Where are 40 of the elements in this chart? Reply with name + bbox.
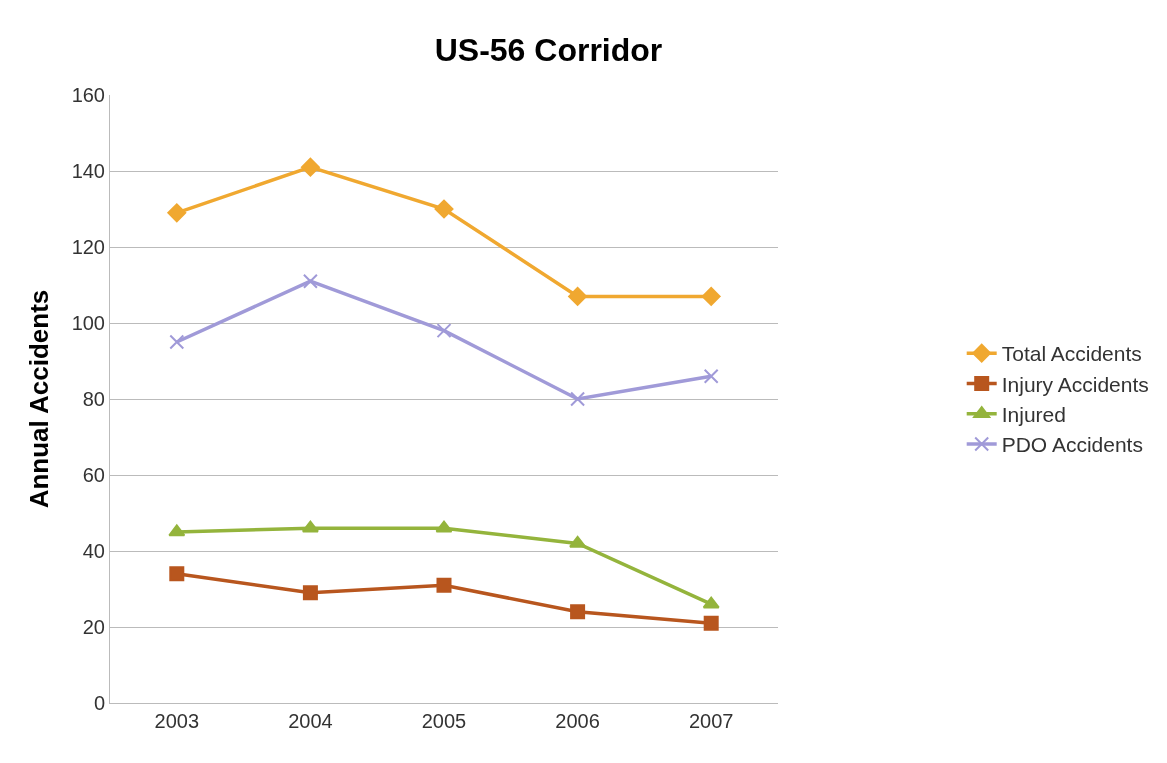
point xyxy=(302,585,318,601)
chart-title: US-56 Corridor xyxy=(434,31,663,68)
y-axis-title: Annual Accidents xyxy=(24,289,55,509)
point xyxy=(701,286,721,306)
point xyxy=(169,566,185,582)
point xyxy=(300,157,320,177)
point xyxy=(168,524,186,537)
legend-label: Injured xyxy=(1001,402,1066,426)
point xyxy=(569,535,587,548)
point xyxy=(703,368,719,384)
legend-label: Injury Accidents xyxy=(1001,372,1149,396)
point xyxy=(702,596,720,609)
y-tick-label: 120 xyxy=(71,236,105,258)
point xyxy=(436,323,452,339)
x-tick-label: 2005 xyxy=(421,710,467,732)
point xyxy=(570,391,586,407)
y-tick-label: 40 xyxy=(82,540,105,562)
y-tick-label: 0 xyxy=(93,692,105,714)
point xyxy=(167,203,187,223)
y-tick-label: 160 xyxy=(71,84,105,106)
y-tick-label: 60 xyxy=(82,464,105,486)
legend-label: PDO Accidents xyxy=(1001,433,1143,457)
y-tick-label: 80 xyxy=(82,388,105,410)
point xyxy=(568,286,588,306)
point xyxy=(435,520,453,533)
point xyxy=(301,520,319,533)
x-tick-label: 2003 xyxy=(154,710,200,732)
point xyxy=(302,273,318,289)
x-tick-label: 2007 xyxy=(688,710,734,732)
x-tick-label: 2004 xyxy=(288,710,333,732)
point xyxy=(570,604,586,620)
y-tick-label: 20 xyxy=(82,616,105,638)
y-tick-label: 100 xyxy=(71,312,105,334)
y-tick-label: 140 xyxy=(71,160,105,182)
point xyxy=(436,577,452,593)
x-tick-label: 2006 xyxy=(555,710,600,732)
point xyxy=(169,334,185,350)
legend-label: Total Accidents xyxy=(1001,342,1142,366)
point xyxy=(703,615,719,631)
point xyxy=(434,199,454,219)
